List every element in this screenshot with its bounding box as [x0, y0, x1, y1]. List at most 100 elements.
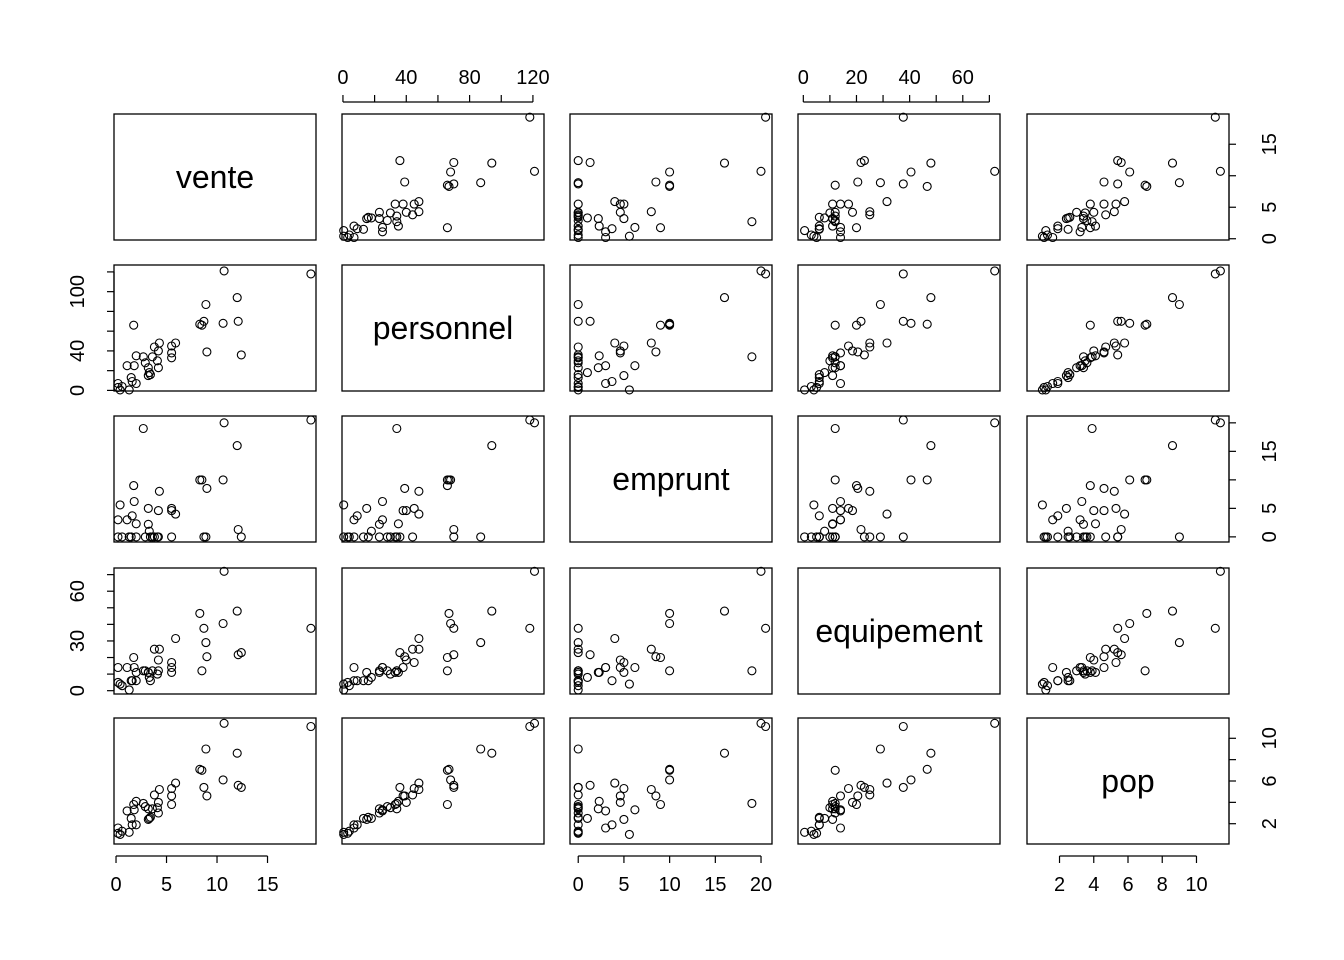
point-emprunt-vente-31	[131, 532, 141, 542]
point-vente-pop-6	[1140, 180, 1150, 190]
point-vente-equipement-4	[851, 223, 862, 233]
point-emprunt-vente-6	[197, 475, 207, 485]
y-tick-label-equipement-3: 30	[67, 630, 89, 652]
point-pop-vente-27	[145, 812, 155, 822]
point-personnel-pop-18	[1113, 350, 1123, 360]
x-tick-label-equipement-0: 0	[798, 67, 809, 89]
point-emprunt-equipement-30	[814, 511, 824, 521]
point-equipement-pop-5	[1142, 608, 1152, 618]
point-vente-pop-17	[1099, 177, 1109, 187]
x-tick-label-vente-0: 0	[110, 874, 121, 896]
point-emprunt-equipement-24	[828, 519, 838, 529]
point-emprunt-personnel-7	[449, 532, 459, 542]
point-personnel-emprunt-24	[593, 363, 603, 373]
point-vente-pop-10	[1120, 197, 1130, 207]
point-vente-pop-20	[1087, 217, 1097, 227]
x-tick-label-personnel-4: 80	[458, 67, 480, 89]
point-personnel-pop-6	[1140, 320, 1150, 330]
point-pop-emprunt-0	[761, 721, 771, 732]
point-pop-equipement-29	[814, 813, 824, 823]
point-emprunt-pop-32	[1048, 515, 1058, 525]
point-pop-emprunt-22	[601, 806, 611, 816]
point-emprunt-equipement-23	[835, 496, 846, 507]
point-equipement-vente-18	[236, 648, 246, 658]
point-pop-personnel-38	[385, 803, 395, 813]
point-personnel-emprunt-37	[573, 381, 583, 392]
point-personnel-emprunt-25	[573, 363, 583, 373]
panel-vente-emprunt	[569, 113, 773, 241]
point-equipement-personnel-38	[385, 669, 395, 679]
point-equipement-vente-36	[140, 666, 150, 676]
point-emprunt-pop-16	[1085, 532, 1095, 542]
point-emprunt-personnel-35	[339, 532, 349, 542]
point-personnel-equipement-29	[814, 373, 824, 383]
y-tick-label-pop-4: 10	[1259, 727, 1281, 749]
point-emprunt-personnel-18	[395, 532, 405, 542]
point-vente-equipement-0	[898, 112, 908, 122]
point-emprunt-personnel-9	[449, 524, 459, 535]
point-emprunt-pop-4	[1085, 481, 1095, 491]
point-equipement-emprunt-26	[582, 672, 592, 682]
point-vente-emprunt-27	[573, 212, 583, 222]
x-tick-label-personnel-6: 120	[516, 67, 549, 89]
point-emprunt-pop-15	[1099, 506, 1109, 516]
point-emprunt-vente-23	[129, 496, 139, 507]
point-equipement-vente-10	[171, 633, 181, 644]
point-emprunt-personnel-11	[409, 503, 419, 513]
point-personnel-vente-11	[167, 341, 177, 351]
point-equipement-pop-7	[1113, 623, 1123, 633]
point-personnel-equipement-6	[830, 320, 840, 330]
point-vente-personnel-33	[343, 232, 353, 243]
point-equipement-personnel-6	[442, 666, 452, 676]
point-emprunt-personnel-12	[414, 486, 424, 496]
point-vente-personnel-18	[395, 156, 405, 166]
x-tick-label-vente-3: 15	[256, 874, 278, 896]
point-equipement-personnel-37	[344, 681, 354, 691]
point-personnel-vente-4	[129, 320, 139, 330]
point-vente-personnel-6	[442, 180, 452, 190]
point-pop-personnel-35	[339, 827, 349, 837]
point-pop-vente-29	[126, 813, 136, 823]
point-equipement-personnel-23	[377, 662, 388, 673]
point-pop-equipement-8	[906, 775, 916, 785]
point-personnel-equipement-28	[828, 371, 838, 381]
point-vente-emprunt-34	[624, 231, 634, 241]
point-vente-equipement-2	[926, 158, 936, 168]
point-emprunt-personnel-3	[476, 532, 486, 542]
point-emprunt-pop-23	[1077, 496, 1087, 507]
point-pop-emprunt-19	[594, 796, 604, 806]
point-equipement-personnel-9	[449, 650, 459, 660]
panel-emprunt-equipement	[797, 415, 1001, 543]
point-pop-equipement-38	[825, 803, 835, 813]
point-pop-emprunt-10	[610, 778, 620, 788]
point-personnel-pop-36	[1082, 358, 1092, 368]
point-personnel-emprunt-38	[573, 356, 583, 366]
point-emprunt-vente-32	[113, 515, 123, 525]
point-equipement-emprunt-17	[651, 652, 661, 662]
point-equipement-vente-20	[138, 666, 148, 676]
point-personnel-emprunt-23	[630, 361, 640, 371]
point-equipement-emprunt-36	[573, 666, 583, 676]
point-emprunt-pop-14	[1089, 506, 1099, 516]
point-equipement-pop-8	[1125, 618, 1135, 629]
y-tick-label-emprunt-1: 5	[1259, 503, 1281, 514]
point-emprunt-equipement-3	[875, 532, 885, 542]
point-pop-personnel-10	[414, 778, 424, 788]
point-equipement-vente-38	[152, 669, 162, 679]
panel-personnel-vente	[113, 264, 317, 392]
point-personnel-vente-35	[124, 385, 134, 395]
x-tick-label-emprunt-0: 0	[573, 874, 584, 896]
point-vente-personnel-19	[393, 221, 403, 231]
point-pop-equipement-6	[830, 765, 840, 775]
point-vente-emprunt-2	[719, 158, 730, 168]
point-pop-equipement-37	[806, 826, 816, 836]
point-emprunt-personnel-14	[401, 506, 411, 516]
point-emprunt-personnel-19	[393, 519, 403, 529]
point-personnel-vente-22	[122, 361, 132, 371]
point-pop-emprunt-28	[619, 814, 629, 824]
point-emprunt-personnel-38	[385, 532, 395, 542]
point-vente-personnel-15	[398, 199, 408, 209]
point-pop-vente-35	[124, 827, 134, 837]
diagonal-label-vente: vente	[176, 159, 254, 195]
point-equipement-emprunt-24	[593, 667, 603, 677]
